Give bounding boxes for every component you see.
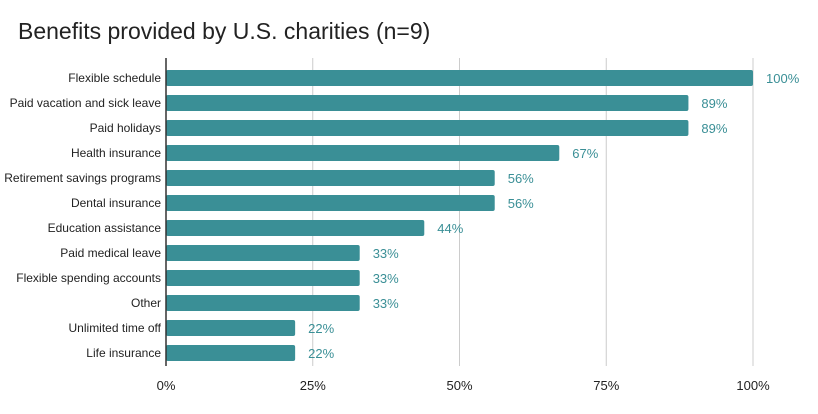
value-label: 56% (508, 171, 534, 186)
category-label: Retirement savings programs (4, 171, 161, 185)
category-label: Dental insurance (71, 196, 161, 210)
category-label: Flexible schedule (68, 71, 161, 85)
bar (166, 120, 689, 136)
category-label: Paid vacation and sick leave (10, 96, 162, 110)
value-label: 22% (308, 346, 334, 361)
bar (166, 345, 296, 361)
value-label: 33% (373, 271, 399, 286)
value-label: 89% (701, 121, 727, 136)
bar (166, 70, 753, 86)
bar (166, 145, 560, 161)
value-label: 89% (701, 96, 727, 111)
x-tick-label: 75% (593, 378, 619, 393)
value-label: 33% (373, 246, 399, 261)
value-labels: 100% 89% 89% 67% 56% 56% 44% 33% 33% 33% 22% 22% (308, 71, 800, 361)
x-tick-label: 50% (446, 378, 472, 393)
category-labels: Flexible schedule Paid vacation and sick … (4, 71, 161, 360)
x-tick-label: 100% (736, 378, 770, 393)
value-label: 33% (373, 296, 399, 311)
category-label: Health insurance (71, 146, 161, 160)
bar (166, 245, 360, 261)
category-label: Other (131, 296, 161, 310)
chart-title: Benefits provided by U.S. charities (n=9… (18, 18, 431, 44)
bar (166, 320, 296, 336)
value-label: 22% (308, 321, 334, 336)
category-label: Paid medical leave (60, 246, 161, 260)
value-label: 56% (508, 196, 534, 211)
value-label: 44% (437, 221, 463, 236)
bars (166, 70, 753, 361)
category-label: Paid holidays (90, 121, 161, 135)
x-axis-tick-labels: 0% 25% 50% 75% 100% (157, 378, 770, 393)
bar (166, 220, 425, 236)
category-label: Life insurance (86, 346, 161, 360)
bar (166, 95, 689, 111)
category-label: Flexible spending accounts (16, 271, 161, 285)
value-label: 67% (572, 146, 598, 161)
category-label: Education assistance (48, 221, 162, 235)
category-label: Unlimited time off (69, 321, 162, 335)
x-tick-label: 0% (157, 378, 176, 393)
bar (166, 270, 360, 286)
value-label: 100% (766, 71, 800, 86)
bar (166, 195, 495, 211)
x-tick-label: 25% (300, 378, 326, 393)
bar (166, 295, 360, 311)
bar (166, 170, 495, 186)
